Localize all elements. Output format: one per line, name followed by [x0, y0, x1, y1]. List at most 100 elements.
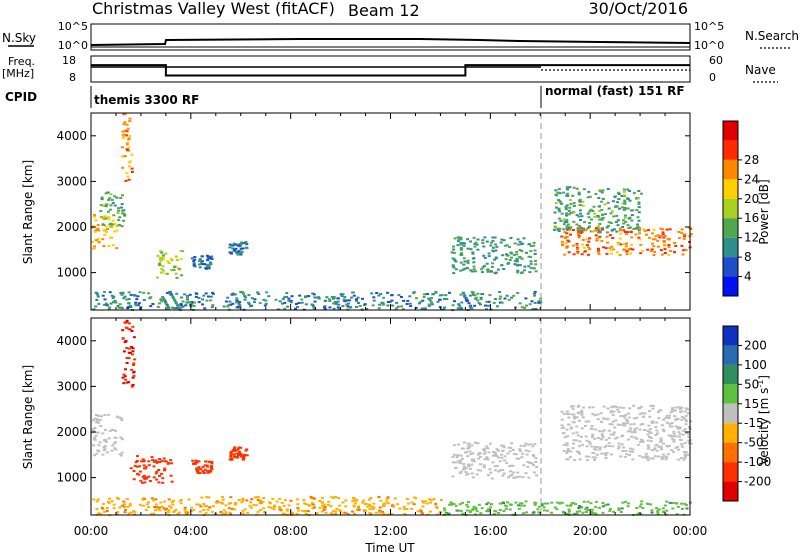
velocity-cell [158, 509, 162, 512]
power-cell [412, 291, 416, 294]
power-cell [161, 265, 165, 268]
power-cell [457, 303, 461, 306]
power-cell [179, 249, 183, 252]
power-blob-1 [99, 191, 127, 228]
power-cell [579, 232, 583, 234]
power-cell [356, 296, 360, 299]
velocity-blob-4 [228, 446, 249, 461]
power-cell [235, 252, 239, 254]
velocity-cell [671, 507, 675, 510]
velocity-cell [338, 509, 342, 512]
power-cell [469, 240, 473, 243]
power-cell [125, 148, 129, 151]
velocity-cell [581, 416, 585, 419]
velocity-cell [125, 497, 129, 500]
power-cell [603, 203, 607, 206]
velocity-cell [646, 429, 650, 432]
velocity-cell [497, 470, 501, 473]
velocity-cell [330, 496, 334, 499]
power-cell [160, 257, 164, 260]
power-cell [459, 306, 463, 309]
power-cell [462, 242, 466, 245]
velocity-cell [604, 438, 608, 441]
power-cell [528, 243, 532, 246]
power-cell [567, 251, 571, 254]
power-cell [462, 257, 466, 260]
power-cell [637, 206, 641, 209]
power-cell [427, 303, 431, 306]
velocity-cell [296, 503, 300, 506]
power-cell [206, 259, 210, 262]
power-cell [667, 253, 671, 256]
velocity-cell [127, 322, 131, 325]
freq-tick-top: 18 [62, 54, 76, 67]
velocity-cell [96, 431, 100, 434]
velocity-cell [667, 453, 670, 456]
velocity-cell [210, 468, 214, 470]
power-cell [206, 264, 210, 267]
velocity-cell [624, 413, 628, 416]
power-cell [278, 300, 282, 303]
velocity-blob-2 [129, 455, 174, 484]
velocity-cell [207, 496, 211, 499]
velocity-cell [448, 503, 452, 506]
power-cell [100, 196, 104, 199]
power-cell [563, 253, 567, 256]
velocity-cell [569, 427, 573, 430]
x-tick-label: 04:00 [174, 524, 209, 538]
power-cell [160, 268, 164, 271]
velocity-cell [619, 511, 623, 513]
power-cell [629, 226, 632, 229]
power-cell [405, 303, 409, 305]
power-cell [577, 232, 581, 235]
velocity-cell [633, 430, 636, 433]
velocity-cell [272, 508, 276, 511]
power-cell [507, 298, 511, 301]
power-cell [520, 250, 524, 253]
power-cell [121, 130, 125, 133]
velocity-cell [132, 364, 135, 366]
velocity-cell [369, 497, 373, 499]
power-cell [186, 295, 189, 297]
power-cell [200, 263, 204, 265]
velocity-cell [579, 435, 583, 438]
power-cell [241, 291, 245, 294]
power-cell [247, 301, 251, 304]
power-cell [111, 202, 115, 204]
power-cell [290, 295, 294, 298]
velocity-cell [578, 510, 582, 513]
velocity-cell [132, 478, 136, 481]
power-cell [621, 206, 624, 209]
velocity-cell [167, 462, 171, 465]
velocity-cell [155, 470, 159, 473]
power-cell [197, 263, 201, 266]
power-cell [198, 266, 202, 269]
power-cell [230, 244, 234, 247]
power-cell [101, 217, 105, 220]
velocity-cell [472, 460, 476, 463]
velocity-cell [672, 432, 676, 435]
velocity-cell [458, 461, 462, 464]
x-tick-label: 20:00 [573, 524, 608, 538]
power-cell [355, 298, 358, 301]
power-cell [352, 294, 356, 297]
power-cell [452, 272, 456, 275]
power-cell [662, 236, 666, 239]
velocity-cell [568, 504, 572, 507]
velocity-cell [501, 469, 505, 471]
velocity-cell [654, 434, 658, 436]
power-cell [113, 230, 117, 233]
velocity-cell [652, 448, 656, 451]
velocity-cell [435, 507, 439, 510]
power-cell [157, 302, 161, 305]
velocity-cell [113, 447, 117, 450]
velocity-cell [641, 415, 645, 418]
power-cell [122, 297, 126, 300]
power-cell [427, 304, 431, 307]
power-cell [680, 231, 683, 234]
velocity-cell [516, 471, 520, 474]
power-cell [112, 295, 116, 298]
power-cell [612, 215, 616, 218]
velocity-cell [163, 469, 167, 472]
power-cell [659, 249, 663, 252]
